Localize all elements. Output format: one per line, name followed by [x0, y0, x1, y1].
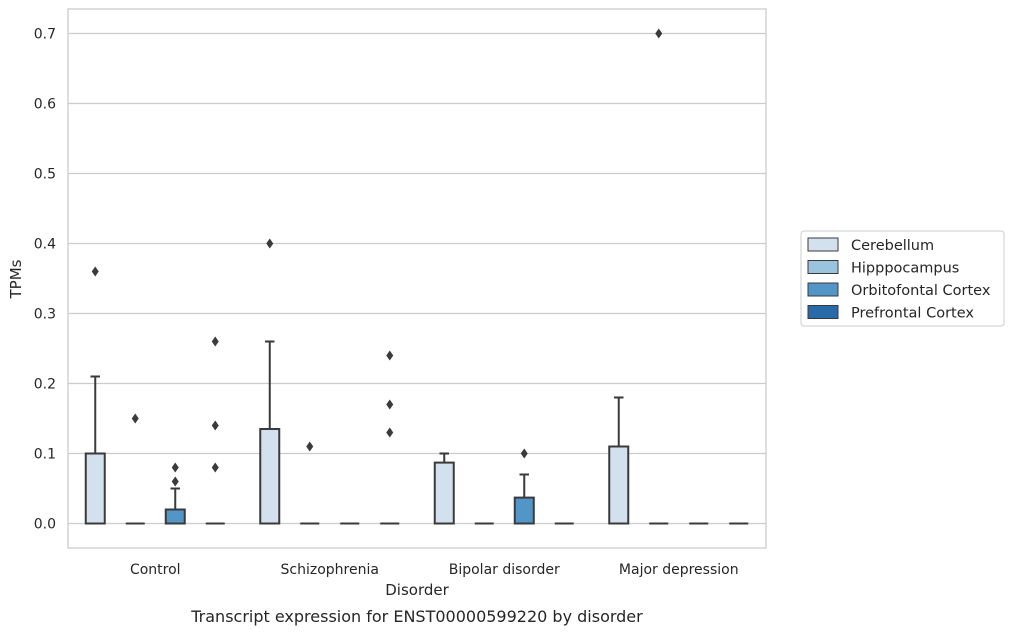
outlier-point: [306, 441, 314, 452]
legend-label: Cerebellum: [851, 238, 934, 254]
box: [84, 452, 106, 525]
legend-label: Orbitofontal Cortex: [851, 283, 991, 299]
y-tick-label: 0.2: [34, 377, 56, 393]
legend-swatch: [807, 282, 839, 297]
outlier-point: [386, 399, 394, 410]
outlier-point: [171, 476, 179, 487]
outlier-point: [655, 28, 663, 39]
box: [433, 461, 455, 525]
x-tick-label: Major depression: [619, 562, 739, 578]
outlier-point: [211, 462, 219, 473]
outlier-point: [520, 448, 528, 459]
legend-label: Prefrontal Cortex: [851, 306, 974, 322]
x-tick-label: Bipolar disorder: [449, 562, 560, 578]
legend-label: Hipppocampus: [851, 261, 959, 277]
y-tick-label: 0.1: [34, 447, 56, 463]
y-axis-ticks: 0.0 0.1 0.2 0.3 0.4 0.5 0.6 0.7: [34, 27, 56, 533]
x-axis-ticks: Control Schizophrenia Bipolar disorder Majo…: [130, 562, 739, 578]
box: [608, 445, 630, 525]
outlier-point: [386, 350, 394, 361]
box: [259, 428, 281, 525]
x-tick-label: Control: [130, 562, 181, 578]
y-tick-label: 0.7: [34, 27, 56, 43]
y-axis-title: TPMs: [7, 259, 25, 299]
box: [164, 508, 186, 525]
chart-caption: Transcript expression for ENST0000059922…: [190, 607, 643, 626]
x-tick-label: Schizophrenia: [281, 562, 379, 578]
y-tick-label: 0.5: [34, 167, 56, 183]
outlier-point: [91, 266, 99, 277]
legend-frame: [800, 230, 1005, 327]
grid-lines: [68, 32, 766, 525]
outlier-point: [211, 336, 219, 347]
outlier-point: [131, 413, 139, 424]
y-tick-label: 0.6: [34, 97, 56, 113]
y-tick-label: 0.0: [34, 517, 56, 533]
outlier-point: [266, 238, 274, 249]
outlier-point: [211, 420, 219, 431]
plot-frame: [67, 8, 767, 549]
y-tick-label: 0.3: [34, 307, 56, 323]
y-tick-label: 0.4: [34, 237, 56, 253]
box: [513, 496, 535, 525]
box-series: [84, 28, 749, 525]
legend-swatch: [807, 260, 839, 274]
outlier-point: [171, 462, 179, 473]
x-axis-title: Disorder: [385, 581, 449, 599]
legend-swatch: [807, 305, 839, 319]
outlier-point: [386, 427, 394, 438]
legend: Cerebellum Hipppocampus Orbitofontal Corte…: [800, 230, 1005, 327]
legend-swatch: [807, 237, 839, 252]
